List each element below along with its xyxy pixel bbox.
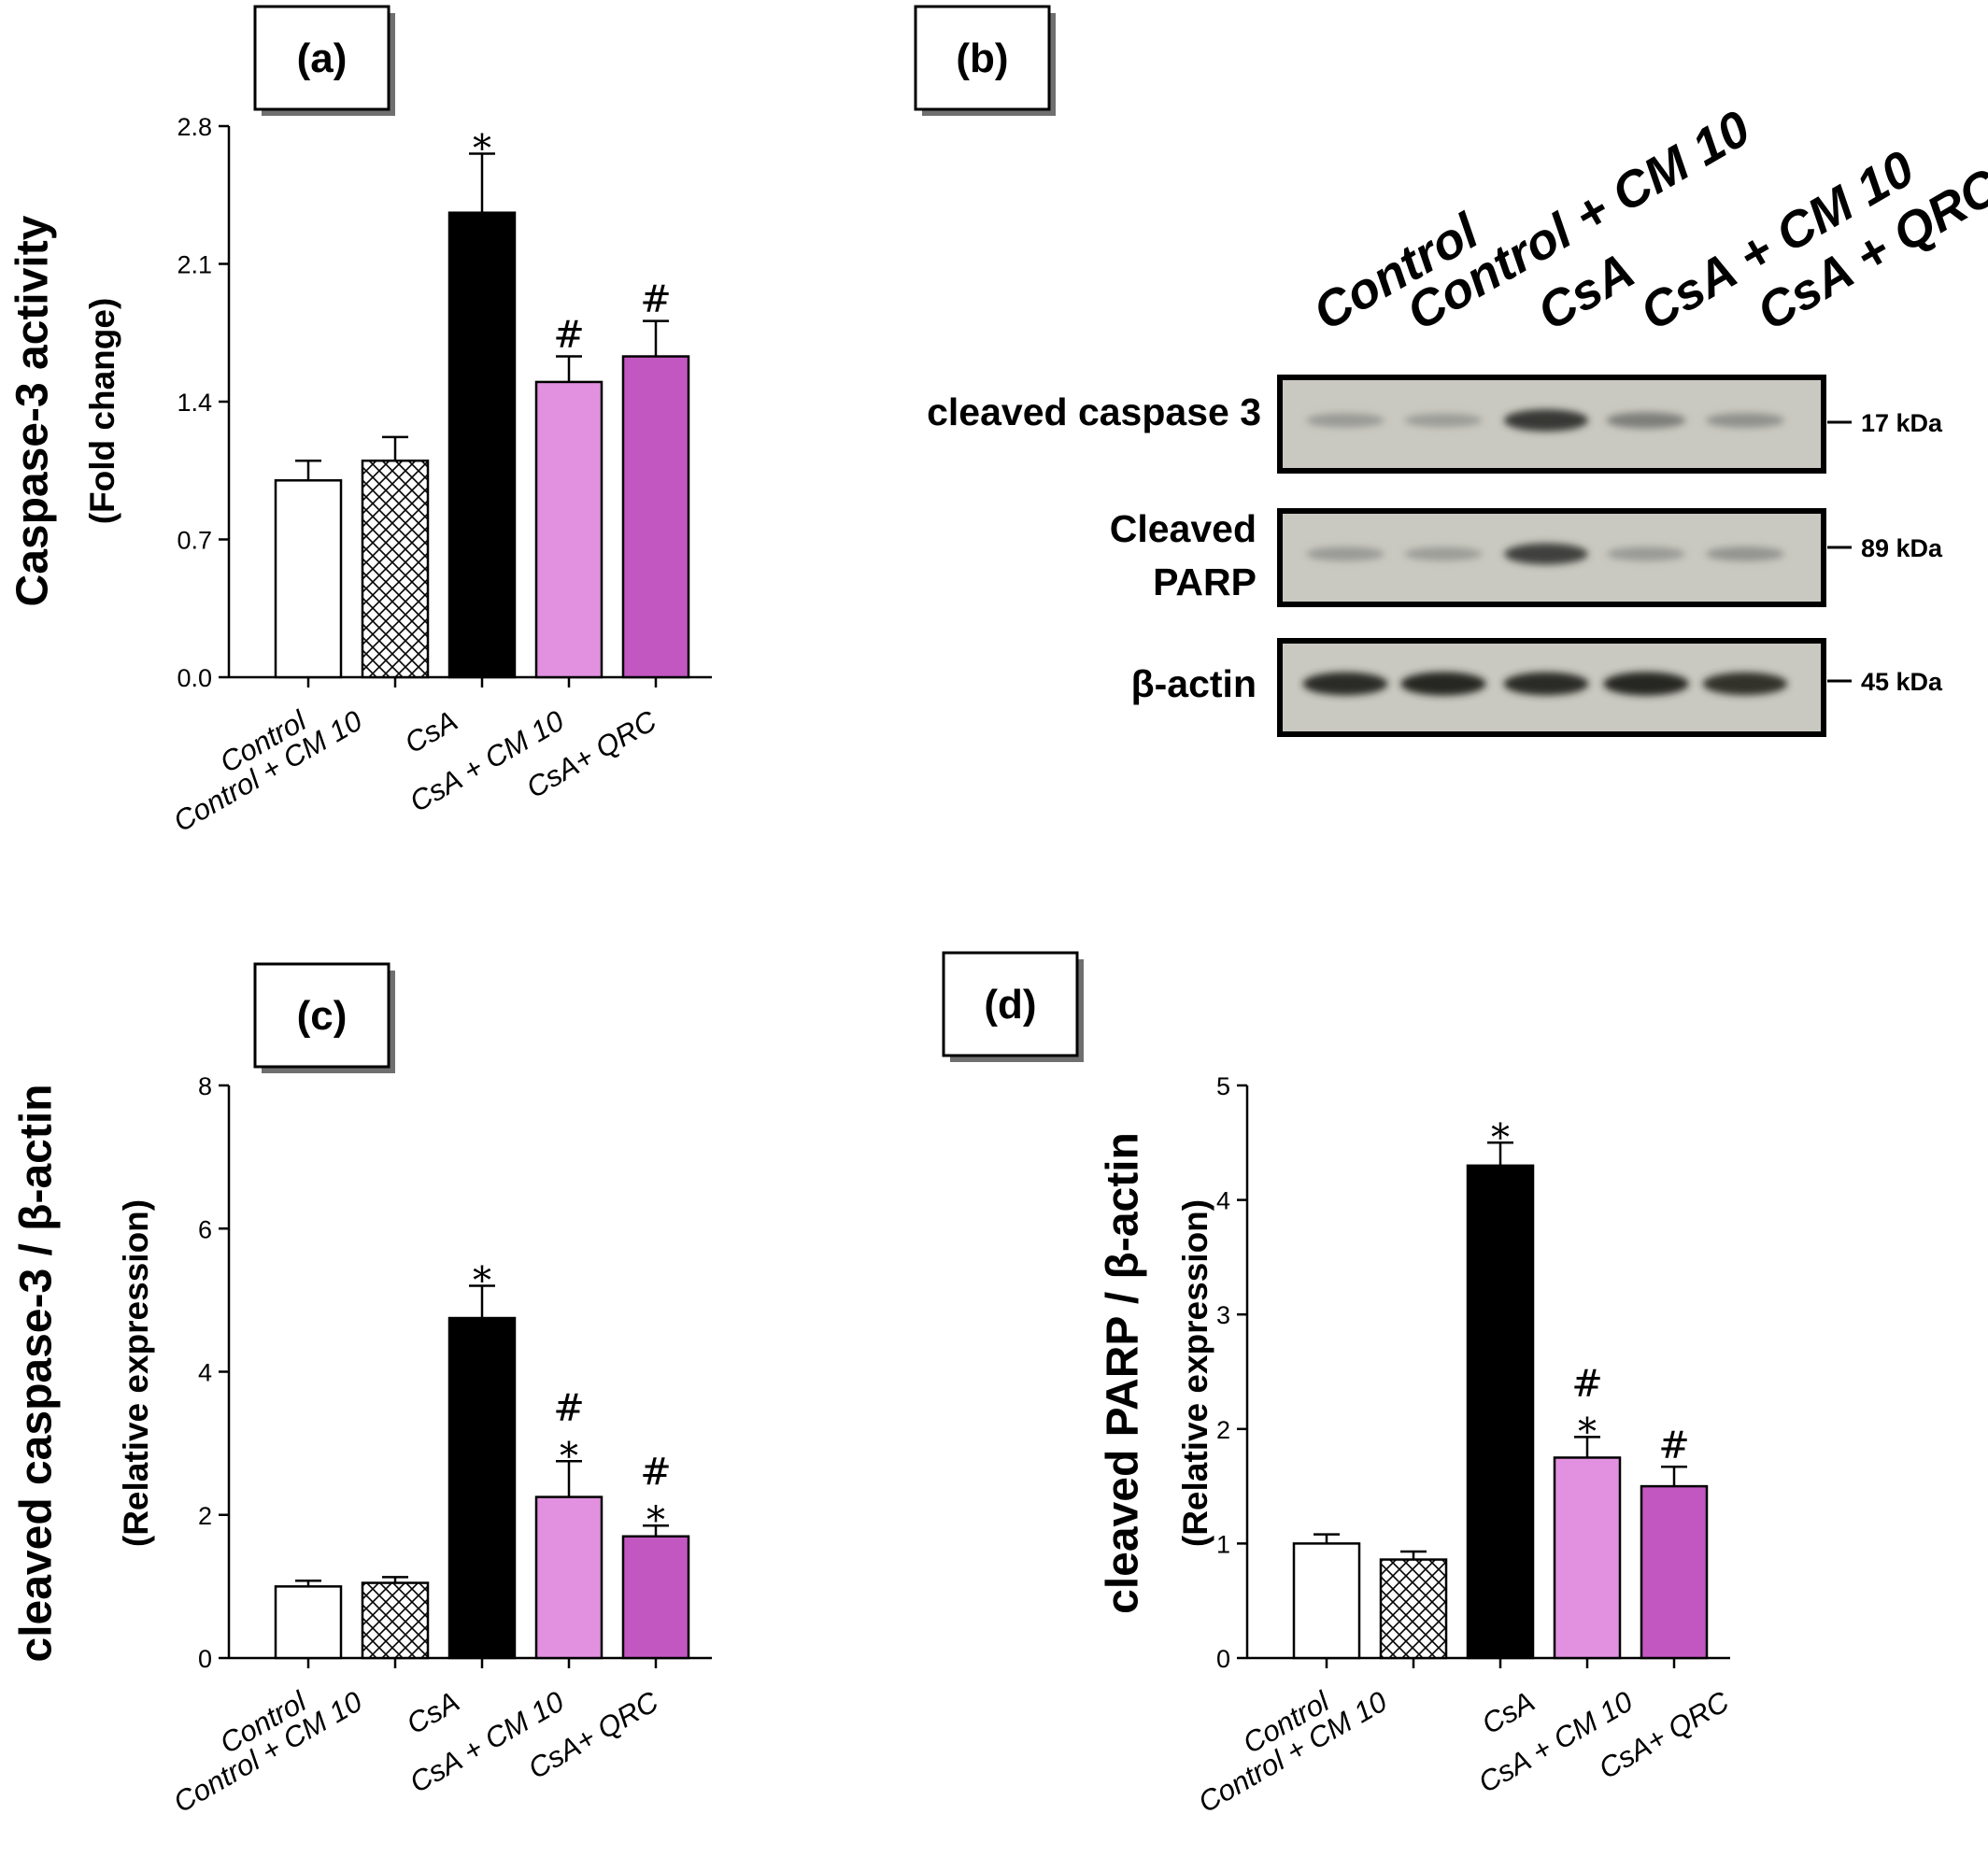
bar	[621, 355, 690, 679]
protein-band	[1607, 546, 1685, 561]
protein-band	[1404, 413, 1483, 428]
significance-mark: *	[646, 1499, 665, 1542]
significance-mark: *	[473, 128, 491, 171]
bar	[361, 459, 430, 679]
significance-mark: *	[560, 1435, 578, 1478]
protein-band	[1606, 412, 1686, 429]
significance-mark: #	[553, 314, 585, 357]
y-tick-label: 0.7	[177, 527, 212, 555]
y-tick-label: 0	[1216, 1645, 1230, 1673]
y-tick-label: 8	[198, 1072, 212, 1100]
y-axis-title: cleaved PARP / β-actin	[1099, 1132, 1148, 1614]
y-tick-label: 1	[1216, 1530, 1230, 1558]
significance-mark: #	[1658, 1424, 1690, 1467]
bar	[447, 211, 517, 679]
bar	[274, 1585, 343, 1660]
panel-tag-3-box	[942, 951, 1079, 1057]
y-tick-label: 0	[198, 1645, 212, 1673]
blot-row-label: cleaved caspase 3	[927, 390, 1261, 433]
blot-row-label: β-actin	[1131, 662, 1257, 705]
bar	[1379, 1558, 1448, 1660]
blot-row: β-actin 45 kDa	[1131, 638, 1943, 737]
bar	[361, 1581, 430, 1660]
blot-row-label: Cleaved	[1110, 507, 1257, 550]
protein-band	[1503, 409, 1589, 432]
y-axis-subtitle: (Relative expression)	[1176, 1199, 1214, 1547]
panel-tag-0: (a)	[253, 5, 395, 116]
category-label: CsA	[1476, 1685, 1540, 1741]
y-axis-subtitle: (Fold change)	[83, 298, 121, 525]
significance-mark: #	[640, 278, 672, 321]
panel-tag-1: (b)	[914, 5, 1056, 116]
panel-tag-0-box	[253, 5, 390, 111]
panel-tag-0-label: (a)	[297, 35, 348, 81]
protein-band	[1603, 672, 1689, 696]
y-tick-label: 2.1	[177, 251, 212, 279]
bar	[534, 380, 604, 679]
blot-row: Cleaved PARP 89 kDa	[1110, 507, 1943, 607]
y-tick-label: 1.4	[177, 389, 212, 417]
bar	[274, 479, 343, 679]
panel-tag-3-label: (d)	[984, 982, 1036, 1028]
panel-tag-1-label: (b)	[956, 35, 1008, 81]
y-axis-subtitle: (Relative expression)	[117, 1199, 155, 1547]
y-tick-label: 3	[1216, 1301, 1230, 1329]
protein-band	[1504, 543, 1588, 565]
bar	[1292, 1542, 1361, 1660]
y-tick-label: 2	[198, 1502, 212, 1530]
protein-band	[1503, 672, 1589, 696]
significance-mark: #	[553, 1386, 585, 1429]
blot-row-label: PARP	[1153, 560, 1257, 603]
y-axis-title: cleaved caspase-3 / β-actin	[12, 1084, 62, 1663]
protein-band	[1306, 546, 1384, 561]
protein-band	[1306, 413, 1384, 428]
y-tick-label: 2	[1216, 1416, 1230, 1444]
significance-mark: *	[473, 1260, 491, 1303]
panel-tag-2: (c)	[253, 962, 395, 1073]
y-tick-label: 4	[198, 1359, 212, 1387]
significance-mark: *	[1578, 1410, 1597, 1453]
y-tick-label: 5	[1216, 1072, 1230, 1100]
kda-label: 17 kDa	[1861, 409, 1943, 437]
protein-band	[1702, 672, 1788, 696]
significance-mark: #	[1571, 1362, 1603, 1405]
y-tick-label: 4	[1216, 1187, 1230, 1215]
bar	[1466, 1164, 1535, 1660]
category-label: CsA	[399, 704, 462, 760]
bar	[447, 1316, 517, 1660]
kda-label: 45 kDa	[1861, 668, 1943, 696]
protein-band	[1706, 546, 1784, 561]
blot-row: cleaved caspase 3 17 kDa	[927, 375, 1943, 474]
bar	[534, 1495, 604, 1660]
protein-band	[1400, 672, 1486, 696]
panel-tag-1-box	[914, 5, 1051, 111]
significance-mark: #	[640, 1451, 672, 1494]
bar	[621, 1535, 690, 1660]
y-tick-label: 6	[198, 1215, 212, 1243]
significance-mark: *	[1491, 1116, 1510, 1159]
protein-band	[1404, 546, 1483, 561]
y-tick-label: 0.0	[177, 664, 212, 692]
kda-label: 89 kDa	[1861, 534, 1943, 562]
protein-band	[1705, 413, 1785, 428]
panel-tag-3: (d)	[942, 951, 1084, 1062]
bar	[1553, 1456, 1622, 1660]
panel-tag-2-label: (c)	[297, 993, 348, 1039]
panel-tag-2-box	[253, 962, 390, 1069]
y-tick-label: 2.8	[177, 113, 212, 141]
protein-band	[1302, 672, 1388, 696]
category-label: CsA	[401, 1685, 464, 1741]
bar	[1640, 1484, 1709, 1660]
y-axis-title: Caspase-3 activity	[8, 215, 58, 606]
